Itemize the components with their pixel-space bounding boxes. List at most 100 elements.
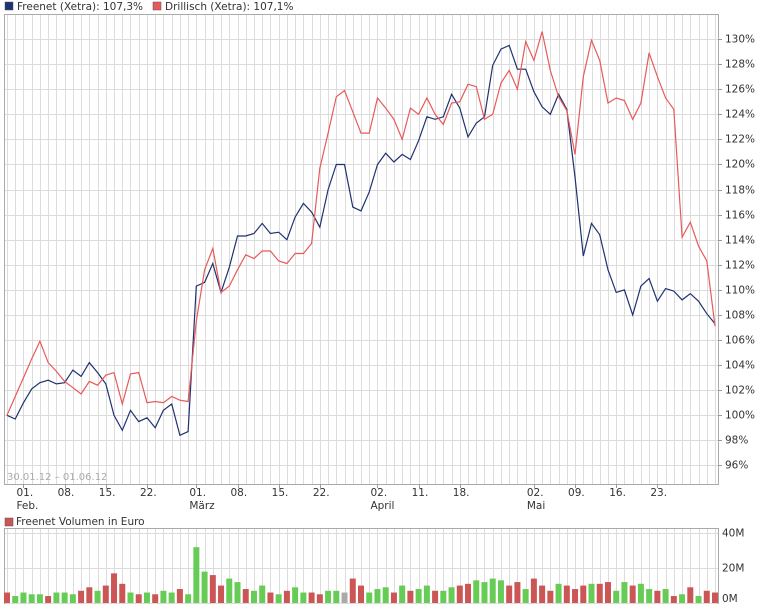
volume-bar (489, 578, 496, 603)
volume-bar (316, 594, 323, 603)
x-tick-label: 22. (140, 487, 157, 499)
volume-bar (473, 580, 480, 603)
volume-bar (572, 589, 579, 603)
volume-bar (53, 592, 60, 603)
y-tick-label: 96% (725, 460, 748, 472)
y-tick-label: 102% (725, 385, 755, 397)
volume-bar (168, 592, 175, 603)
volume-bar (432, 590, 439, 603)
volume-bar (69, 594, 76, 603)
volume-bar (193, 547, 200, 603)
volume-bar (382, 587, 389, 603)
volume-bar (654, 590, 661, 603)
y-tick-label: 98% (725, 435, 748, 447)
volume-bar (45, 596, 52, 603)
volume-bar (366, 592, 373, 603)
volume-bar (333, 590, 340, 603)
volume-bar (423, 585, 430, 603)
volume-bar (712, 592, 718, 603)
x-tick-label: 16. (609, 487, 626, 499)
volume-bar (407, 590, 414, 603)
y-tick-label: 122% (725, 134, 755, 146)
volume-bar (119, 583, 126, 603)
volume-bar (36, 594, 43, 603)
y-tick-label: 116% (725, 210, 755, 222)
volume-bar (390, 592, 397, 603)
volume-bar (687, 587, 694, 603)
y-tick-label: 104% (725, 360, 755, 372)
x-tick-label: 08. (58, 487, 75, 499)
volume-bar (135, 594, 142, 603)
volume-bar (218, 585, 225, 603)
volume-bar (341, 592, 348, 603)
volume-bar (78, 590, 85, 603)
x-tick-label: 23. (650, 487, 667, 499)
volume-swatch (4, 517, 14, 527)
x-tick-label: 11. (412, 487, 429, 499)
month-label: April (370, 500, 394, 512)
volume-bar (12, 596, 19, 603)
volume-bar (522, 589, 529, 603)
volume-bar (596, 583, 603, 603)
volume-bar (547, 590, 554, 603)
y-tick-label: 126% (725, 84, 755, 96)
volume-bar (300, 592, 307, 603)
y-tick-label: 106% (725, 335, 755, 347)
volume-bar (308, 592, 315, 603)
month-label: Feb. (16, 500, 38, 512)
y-tick-label: 120% (725, 159, 755, 171)
volume-bar (481, 582, 488, 603)
volume-bar (143, 592, 150, 603)
volume-bar (20, 592, 27, 603)
x-tick-label: 02. (527, 487, 544, 499)
x-tick-label: 08. (231, 487, 248, 499)
volume-bar (152, 594, 159, 603)
volume-bar (275, 594, 282, 603)
y-tick-label: 108% (725, 310, 755, 322)
volume-bar (176, 589, 183, 603)
volume-bar (185, 594, 192, 603)
x-tick-label: 02. (370, 487, 387, 499)
x-tick-label: 15. (272, 487, 289, 499)
volume-bar (514, 582, 521, 603)
volume-bar (563, 585, 570, 603)
volume-bar (530, 578, 537, 603)
volume-bar (201, 571, 208, 603)
volume-bar (358, 585, 364, 603)
volume-bar (588, 583, 595, 603)
y-tick-label: 110% (725, 285, 755, 297)
volume-bar (111, 573, 118, 603)
volume-bar (662, 589, 669, 603)
series-line (6, 44, 716, 437)
month-label: Mai (527, 500, 545, 512)
volume-bar (160, 590, 167, 603)
volume-bar (209, 575, 216, 603)
volume-bar (646, 589, 653, 603)
volume-title: Freenet Volumen in Euro (16, 516, 145, 528)
volume-bar (465, 583, 472, 603)
volume-bar (325, 590, 332, 603)
y-tick-label: 130% (725, 34, 755, 46)
y-tick-label: 40M (722, 528, 744, 540)
volume-bar (374, 589, 381, 603)
y-tick-label: 100% (725, 410, 755, 422)
volume-bar (349, 578, 356, 603)
legend-label: Freenet (Xetra): 107,3% (17, 1, 143, 13)
volume-bar (621, 582, 628, 603)
volume-bar (637, 583, 644, 603)
x-tick-label: 01. (189, 487, 206, 499)
volume-bar (456, 585, 463, 603)
volume-bar (679, 594, 686, 603)
legend-swatch (4, 1, 14, 11)
y-tick-label: 20M (722, 563, 744, 575)
volume-bar (670, 596, 677, 603)
volume-bar (580, 585, 587, 603)
volume-bar (28, 594, 35, 603)
x-tick-label: 18. (453, 487, 470, 499)
volume-bar (267, 592, 274, 603)
y-tick-label: 0M (722, 593, 738, 605)
legend-swatch (152, 1, 162, 11)
volume-bar (703, 590, 710, 603)
volume-bar (226, 578, 233, 603)
